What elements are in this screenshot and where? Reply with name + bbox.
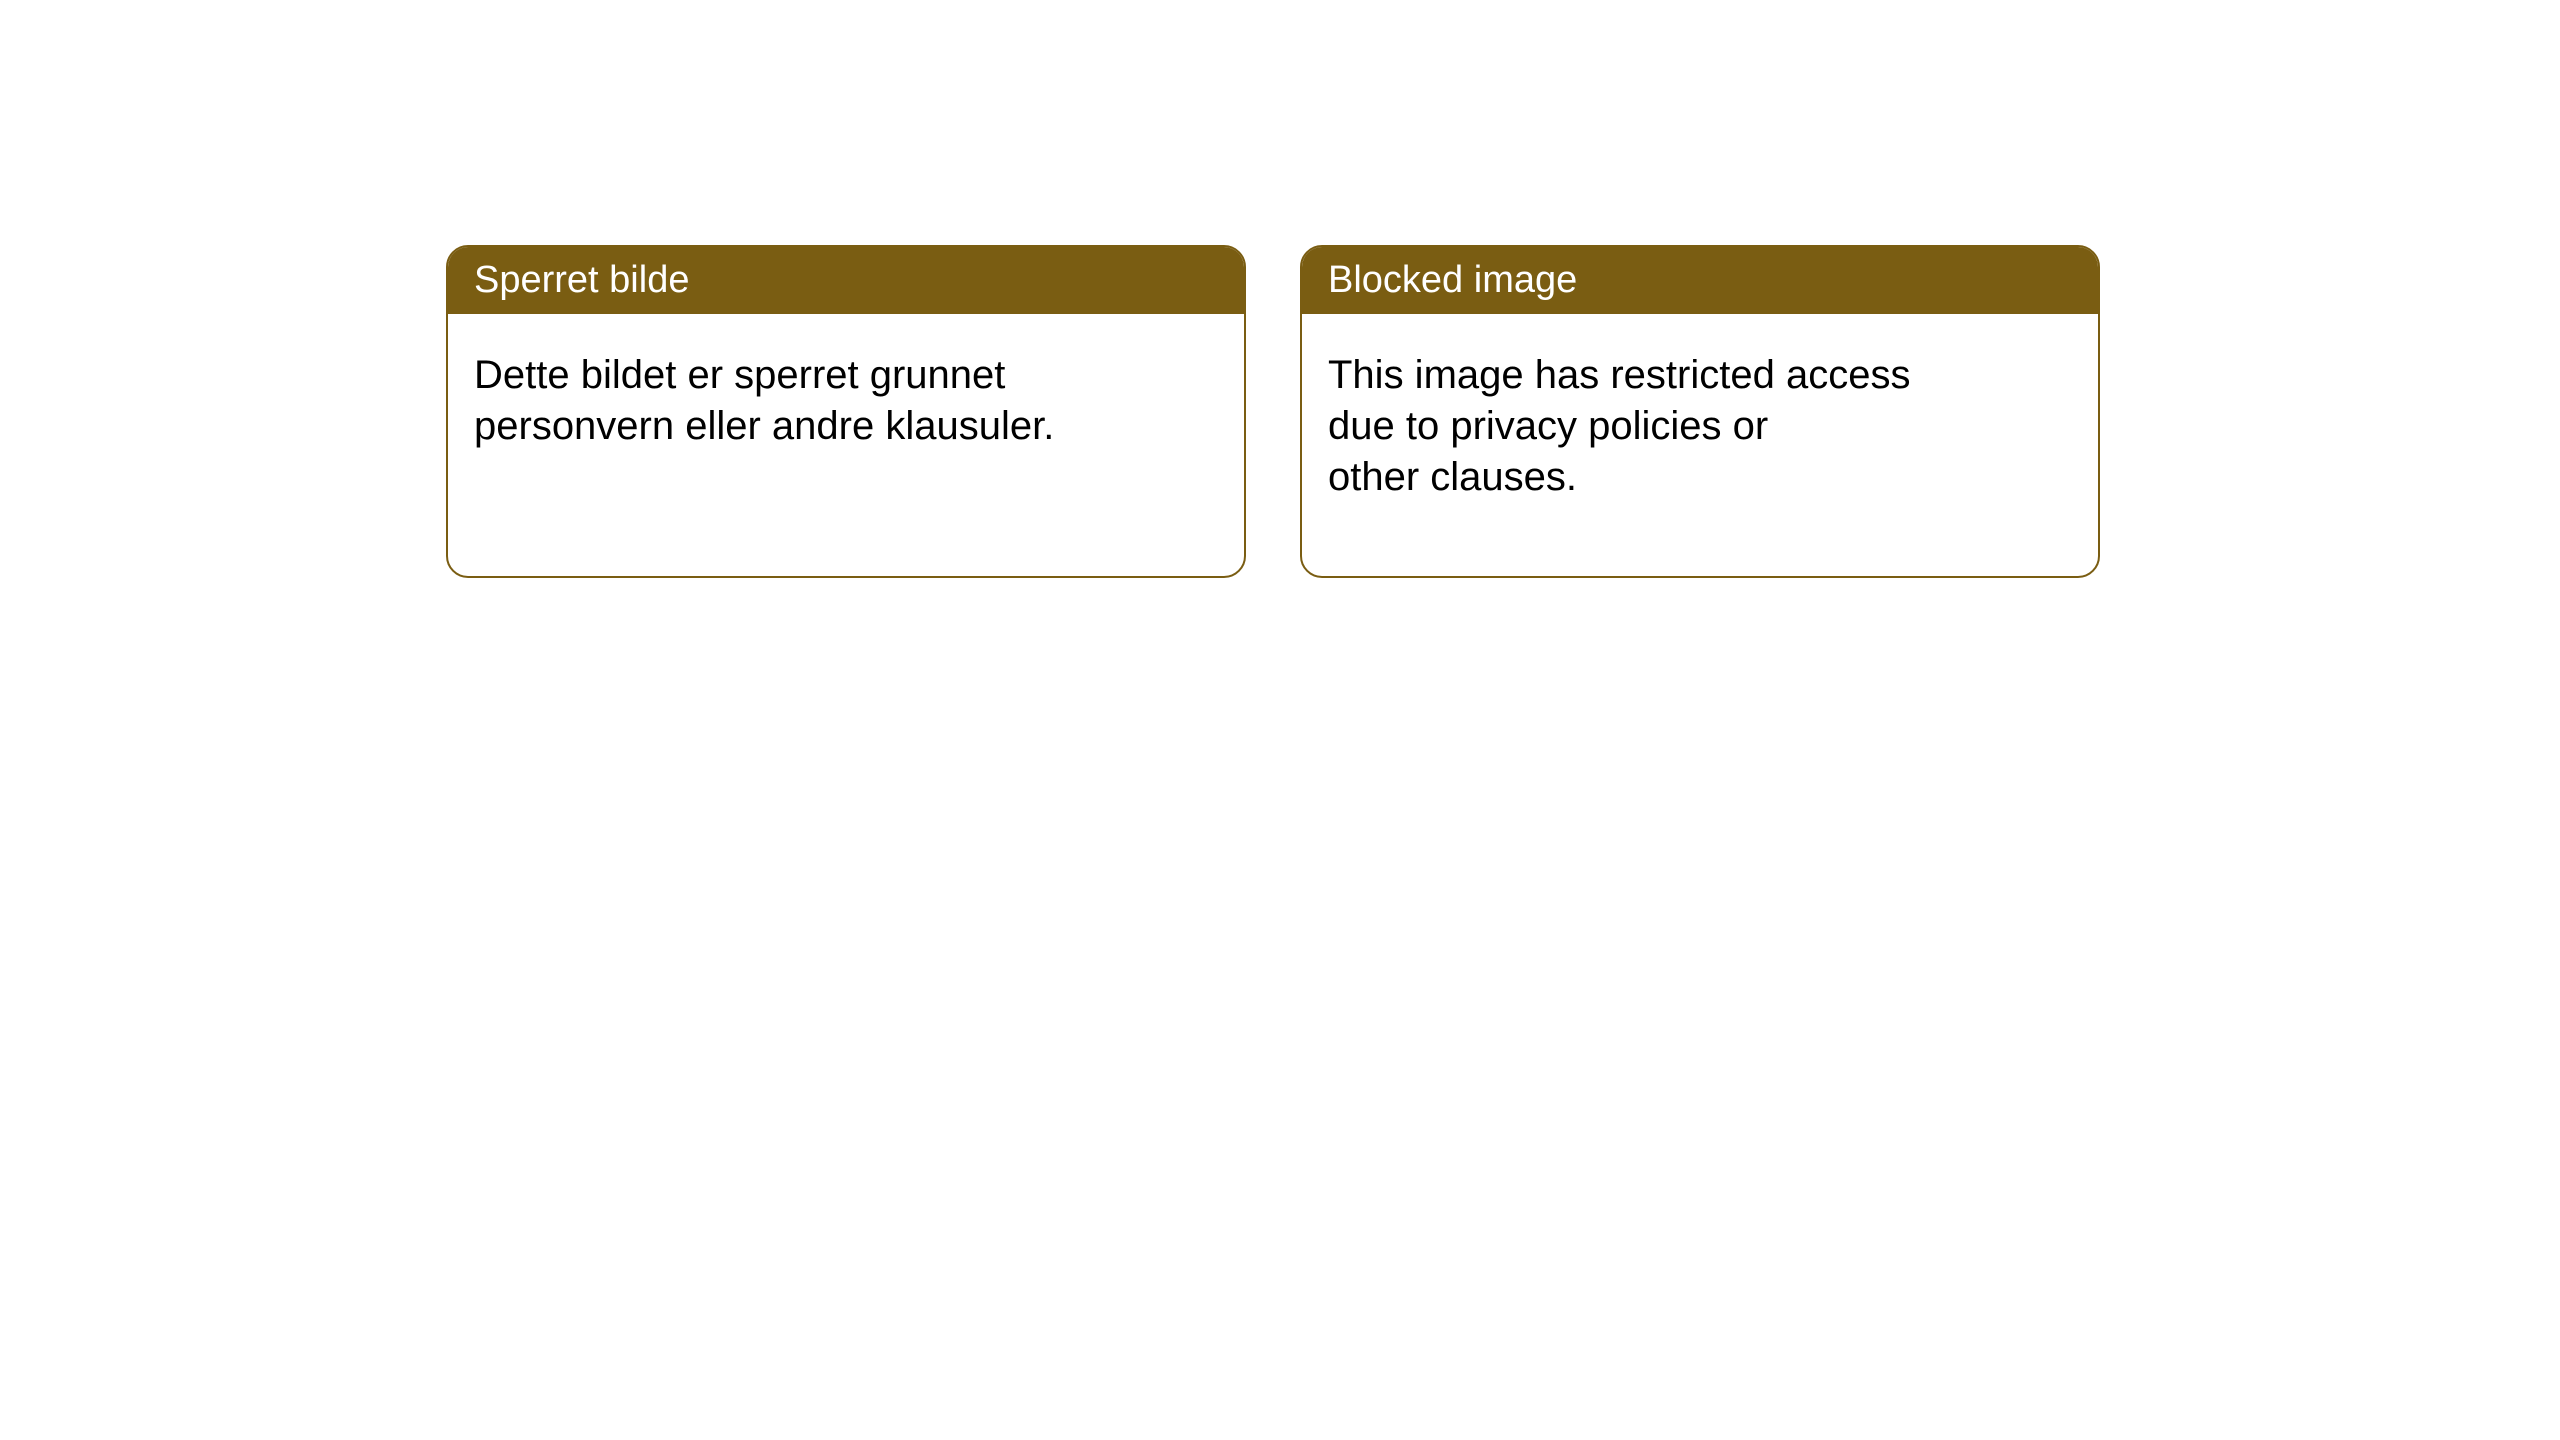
notice-body: Dette bildet er sperret grunnet personve… xyxy=(448,314,1244,488)
notice-header: Sperret bilde xyxy=(448,247,1244,314)
notice-body: This image has restricted access due to … xyxy=(1302,314,2098,540)
notice-header: Blocked image xyxy=(1302,247,2098,314)
notice-cards-container: Sperret bilde Dette bildet er sperret gr… xyxy=(446,245,2100,578)
notice-card-english: Blocked image This image has restricted … xyxy=(1300,245,2100,578)
notice-card-norwegian: Sperret bilde Dette bildet er sperret gr… xyxy=(446,245,1246,578)
